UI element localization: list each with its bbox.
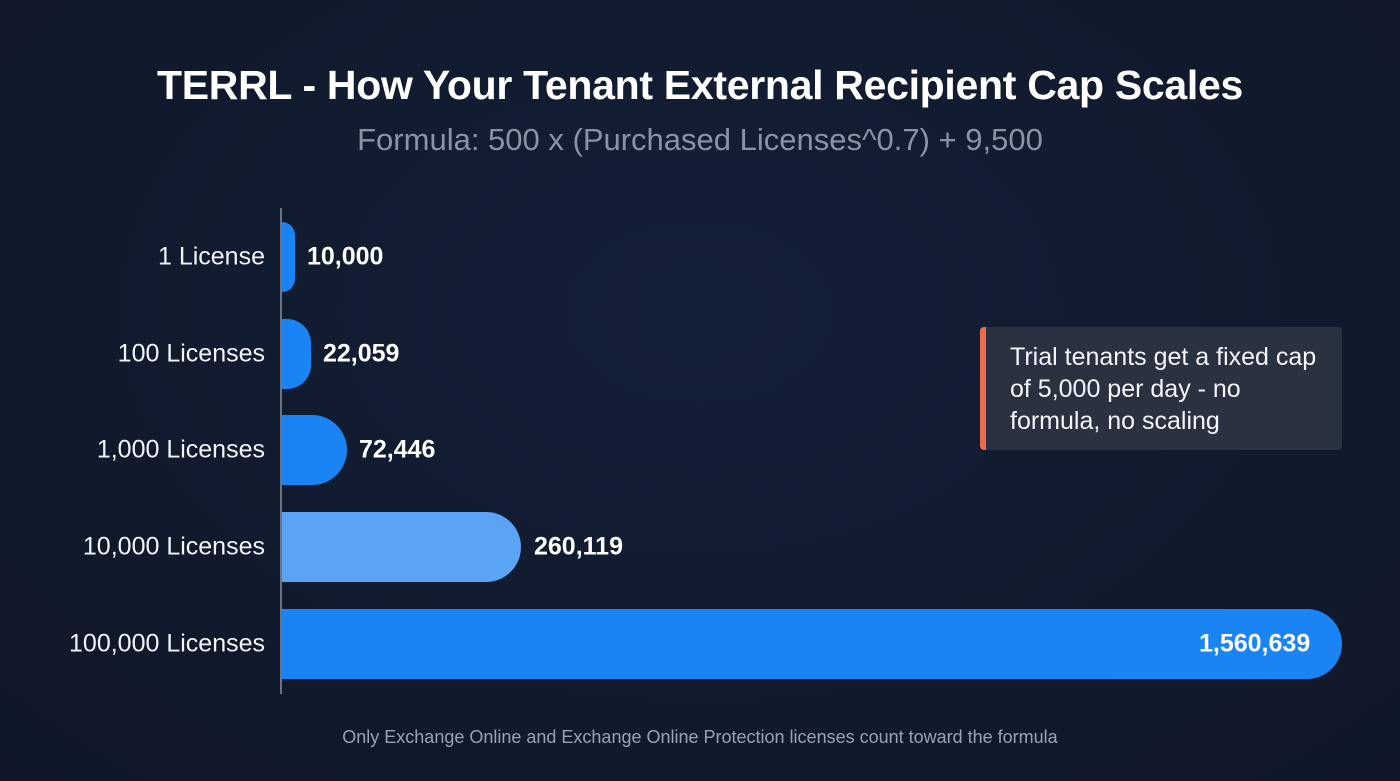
- footnote: Only Exchange Online and Exchange Online…: [342, 727, 1058, 747]
- callout-text: Trial tenants get a fixed cap of 5,000 p…: [1010, 343, 1317, 435]
- bar-value: 260,119: [534, 532, 623, 561]
- bar-100000-licenses: [282, 609, 1342, 679]
- bar-value: 1,560,639: [1199, 629, 1311, 658]
- chart-title: TERRL - How Your Tenant External Recipie…: [156, 62, 1244, 108]
- bar-value: 72,446: [359, 435, 436, 464]
- bar-value: 10,000: [307, 242, 384, 271]
- bar-1-license: [282, 222, 295, 292]
- bar-1000-licenses: [282, 415, 347, 485]
- row-label: 100 Licenses: [117, 339, 265, 368]
- row-label: 1 License: [157, 242, 265, 271]
- chart-subtitle: Formula: 500 x (Purchased Licenses^0.7) …: [357, 122, 1043, 157]
- bar-100-licenses: [282, 319, 311, 389]
- bar-10000-licenses: [282, 512, 521, 582]
- row-label: 1,000 Licenses: [96, 435, 265, 464]
- y-axis-line: [280, 208, 282, 694]
- row-label: 100,000 Licenses: [69, 629, 265, 658]
- trial-tenant-callout: Trial tenants get a fixed cap of 5,000 p…: [980, 327, 1342, 450]
- bar-value: 22,059: [323, 339, 400, 368]
- row-label: 10,000 Licenses: [82, 532, 265, 561]
